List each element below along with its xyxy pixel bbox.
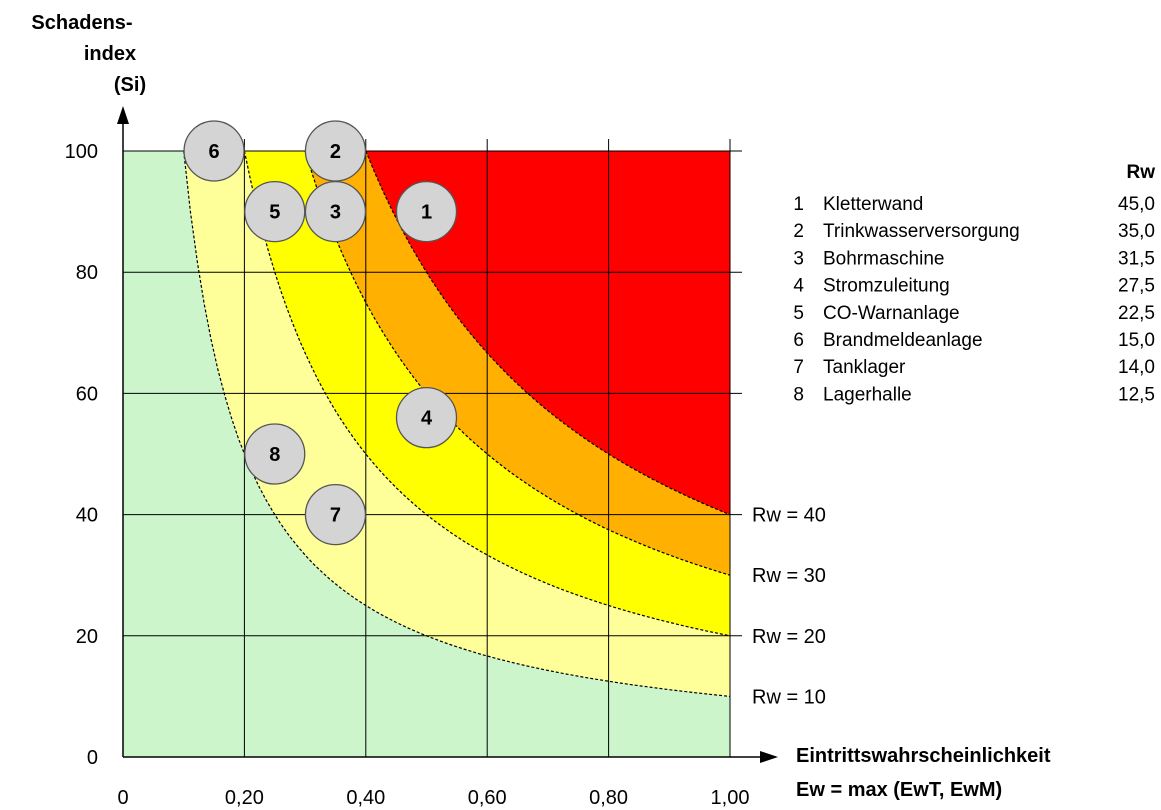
data-point-marker xyxy=(395,386,458,449)
data-point: 7 xyxy=(304,483,367,546)
legend-item-name: CO-Warnanlage xyxy=(823,303,960,324)
legend-item-value: 31,5 xyxy=(1118,248,1155,269)
legend-item-value: 22,5 xyxy=(1118,303,1155,324)
data-point-marker xyxy=(183,120,245,182)
y-axis-arrow-icon xyxy=(117,106,129,124)
y-tick-label: 80 xyxy=(76,262,98,284)
legend-item-value: 27,5 xyxy=(1118,276,1155,297)
legend-item: 5 CO-Warnanlage 22,5 xyxy=(793,303,1155,324)
legend-item: 7 Tanklager 14,0 xyxy=(793,357,1155,378)
x-tick-label: 0,40 xyxy=(346,787,385,809)
y-tick-label: 0 xyxy=(87,747,98,769)
risk-curves xyxy=(183,150,731,697)
legend-item: 4 Stromzuleitung 27,5 xyxy=(793,276,1155,297)
legend-item-number: 2 xyxy=(793,221,804,242)
legend: Rw 1 Kletterwand 45,0 2 Trinkwasserversorgung… xyxy=(793,162,1155,405)
legend-header: Rw xyxy=(1127,162,1156,183)
risk-curve-rw-40 xyxy=(365,150,731,516)
data-point-marker xyxy=(244,180,306,243)
legend-item: 8 Lagerhalle 12,5 xyxy=(793,384,1155,405)
grid-lines xyxy=(123,139,742,757)
y-axis-title-line-1: Schadens- xyxy=(31,12,132,34)
legend-item: 1 Kletterwand 45,0 xyxy=(793,194,1155,215)
x-axis-title-line-2: Ew = max (EwT, EwM) xyxy=(796,779,1002,801)
legend-item-number: 5 xyxy=(793,303,804,324)
data-point: 2 xyxy=(304,120,367,182)
data-point-label: 2 xyxy=(330,141,341,163)
data-point-marker xyxy=(304,483,367,546)
risk-curve-labels: Rw = 10 Rw = 20 Rw = 30 Rw = 40 xyxy=(752,505,826,709)
risk-curve-rw-20 xyxy=(243,150,731,637)
legend-item-number: 4 xyxy=(793,276,804,297)
data-point-marker xyxy=(244,423,306,485)
data-point-label: 6 xyxy=(208,141,219,163)
legend-item-number: 6 xyxy=(793,330,804,351)
y-tick-label: 20 xyxy=(76,626,98,648)
data-point-label: 4 xyxy=(421,408,433,430)
x-axis-arrow-icon xyxy=(760,751,778,763)
legend-item-value: 45,0 xyxy=(1118,194,1155,215)
legend-item-name: Bohrmaschine xyxy=(823,248,944,269)
legend-item-name: Lagerhalle xyxy=(823,384,912,405)
legend-item: 6 Brandmeldeanlage 15,0 xyxy=(793,330,1155,351)
legend-item-value: 15,0 xyxy=(1118,330,1155,351)
y-axis-title: Schadens- index (Si) xyxy=(31,12,146,96)
data-point-label: 1 xyxy=(421,202,432,224)
y-axis-title-line-3: (Si) xyxy=(114,74,146,96)
data-points: 1 2 3 4 5 6 7 8 xyxy=(183,120,458,546)
y-axis-title-line-2: index xyxy=(84,43,136,65)
legend-item-value: 12,5 xyxy=(1118,384,1155,405)
data-point-label: 8 xyxy=(269,444,280,466)
risk-curve-label: Rw = 40 xyxy=(752,505,826,527)
y-tick-label: 100 xyxy=(65,141,98,163)
x-tick-label: 1,00 xyxy=(711,787,750,809)
data-point: 3 xyxy=(304,180,367,243)
legend-item-number: 3 xyxy=(793,248,804,269)
legend-item-number: 8 xyxy=(793,384,804,405)
data-point: 4 xyxy=(395,386,458,449)
legend-item-name: Kletterwand xyxy=(823,194,923,215)
legend-item-number: 1 xyxy=(793,194,804,215)
axes xyxy=(117,106,778,763)
risk-curve-label: Rw = 10 xyxy=(752,686,826,708)
data-point-marker xyxy=(304,180,367,243)
x-axis-title-line-1: Eintrittswahrscheinlichkeit xyxy=(796,745,1051,767)
legend-item-name: Stromzuleitung xyxy=(823,276,950,297)
legend-item-name: Brandmeldeanlage xyxy=(823,330,983,351)
data-point: 8 xyxy=(244,423,306,485)
legend-item-value: 14,0 xyxy=(1118,357,1155,378)
risk-curve-rw-10 xyxy=(183,150,731,697)
tick-labels: 0 0,20 0,40 0,60 0,80 1,00 0 20 40 60 80 100 xyxy=(65,141,750,809)
x-tick-label: 0 xyxy=(117,787,128,809)
legend-item: 2 Trinkwasserversorgung 35,0 xyxy=(793,221,1155,242)
data-point-label: 3 xyxy=(330,202,341,224)
legend-item: 3 Bohrmaschine 31,5 xyxy=(793,248,1155,269)
data-point-marker xyxy=(395,180,458,243)
risk-curve-rw-30 xyxy=(304,150,731,576)
legend-item-value: 35,0 xyxy=(1118,221,1155,242)
data-point: 5 xyxy=(244,180,306,243)
x-tick-label: 0,20 xyxy=(225,787,264,809)
risk-zone-rw-40 xyxy=(365,151,730,515)
legend-item-number: 7 xyxy=(793,357,804,378)
legend-item-name: Tanklager xyxy=(823,357,906,378)
y-tick-label: 40 xyxy=(76,505,98,527)
data-point-label: 7 xyxy=(330,505,341,527)
risk-curve-label: Rw = 30 xyxy=(752,565,826,587)
x-axis-title: Eintrittswahrscheinlichkeit Ew = max (Ew… xyxy=(796,745,1051,801)
y-tick-label: 60 xyxy=(76,383,98,405)
risk-curve-label: Rw = 20 xyxy=(752,626,826,648)
data-point: 6 xyxy=(183,120,245,182)
x-tick-label: 0,60 xyxy=(468,787,507,809)
x-tick-label: 0,80 xyxy=(589,787,628,809)
legend-item-name: Trinkwasserversorgung xyxy=(823,221,1020,242)
data-point: 1 xyxy=(395,180,458,243)
data-point-label: 5 xyxy=(269,202,280,224)
